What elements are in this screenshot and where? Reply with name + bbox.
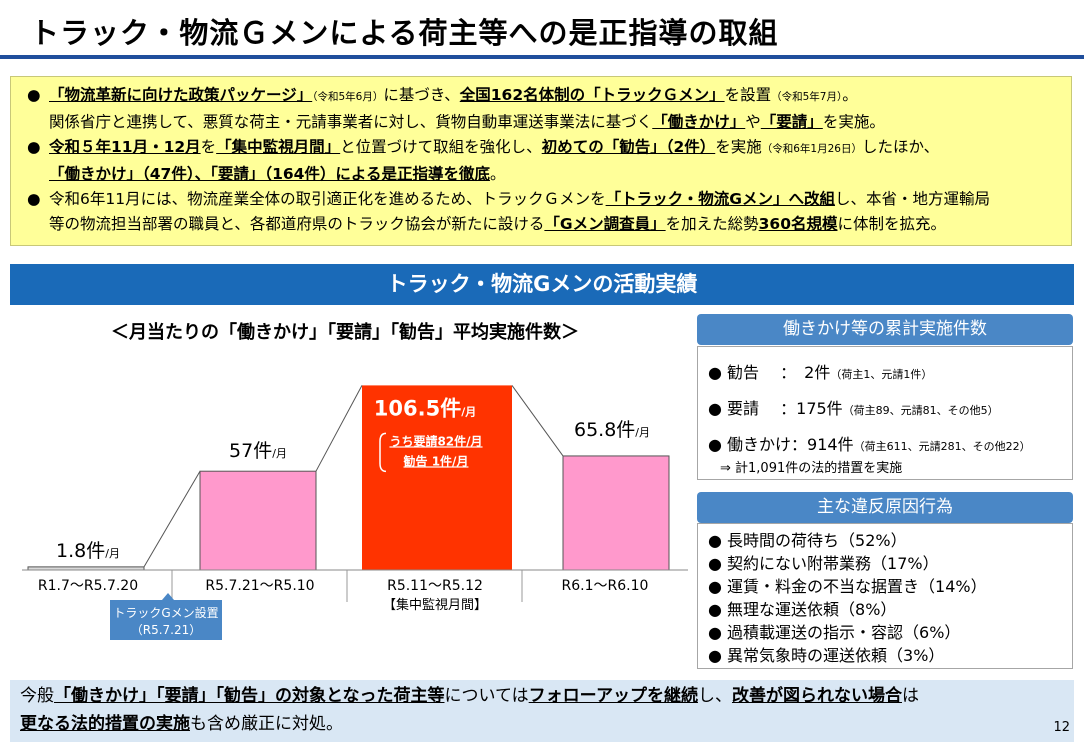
text-segment: 「物流革新に向けた政策パッケージ」 bbox=[49, 86, 313, 104]
text-segment: 令和５年11月・12月 bbox=[49, 138, 201, 156]
text-segment: と位置づけて取組を強化し、 bbox=[340, 138, 542, 156]
notice-line-4: 「働きかけ」（47件）、「要請」（164件）による是正指導を徹底。 bbox=[25, 162, 1061, 187]
reason-item: ● 過積載運送の指示・容認（6%） bbox=[708, 623, 961, 642]
text-segment: 「トラック・物流Gメン」へ改組 bbox=[605, 190, 836, 208]
text-segment: 。 bbox=[842, 86, 858, 104]
text-segment: （令和6年1月26日） bbox=[761, 143, 862, 155]
reasons-panel-header: 主な違反原因行為 bbox=[697, 492, 1073, 523]
value-label: 1.8件/月 bbox=[56, 540, 120, 562]
annotation-box bbox=[110, 600, 222, 640]
connector-line bbox=[511, 385, 564, 457]
bullet: ● bbox=[27, 190, 41, 208]
text-segment: 初めての「勧告」（2件） bbox=[541, 138, 716, 156]
text-segment: フォローアップを継続 bbox=[528, 686, 698, 706]
summary-row-kankoku: ● 勧告 ： 2件（荷主1、元請1件） bbox=[708, 363, 933, 382]
notice-box: ● 「物流革新に向けた政策パッケージ」（令和5年6月）に基づき、全国162名体制の… bbox=[10, 76, 1072, 246]
text-segment: したほか、 bbox=[861, 138, 940, 156]
text-segment: 「要請」 bbox=[760, 113, 823, 131]
text-segment: については bbox=[444, 686, 529, 706]
text-segment: 今般 bbox=[20, 686, 54, 706]
bar bbox=[199, 470, 317, 571]
value-label: 65.8件/月 bbox=[574, 419, 650, 441]
summary-total: ⇒ 計1,091件の法的措置を実施 bbox=[720, 461, 903, 476]
reason-item: ● 長時間の荷待ち（52%） bbox=[708, 531, 907, 550]
title-rule bbox=[0, 55, 1084, 59]
text-segment: 「働きかけ」（47件）、「要請」（164件）による是正指導を徹底 bbox=[49, 165, 490, 183]
bullet: ● bbox=[27, 138, 41, 156]
text-segment: に基づき、 bbox=[383, 86, 460, 104]
footer-line-2: 更なる法的措置の実施も含め厳正に対処。 bbox=[20, 710, 1064, 738]
text-segment: 等の物流担当部署の職員と、各都道府県のトラック協会が新たに設ける bbox=[49, 215, 545, 233]
summary-panel: ● 勧告 ： 2件（荷主1、元請1件） ● 要請 ：175件（荷主89、元請81… bbox=[697, 346, 1073, 480]
notice-line-3: ● 令和５年11月・12月を「集中監視月間」と位置づけて取組を強化し、初めての「勧… bbox=[25, 135, 1061, 162]
reason-item: ● 契約にない附帯業務（17%） bbox=[708, 554, 939, 573]
bar bbox=[562, 455, 670, 571]
notice-line-5: ● 令和6年11月には、物流産業全体の取引適正化を進めるため、トラックＧメンを「ト… bbox=[25, 187, 1061, 212]
text-segment: を設置 bbox=[724, 86, 772, 104]
summary-panel-header: 働きかけ等の累計実施件数 bbox=[697, 314, 1073, 345]
text-segment: を実施。 bbox=[822, 113, 885, 131]
text-segment: 全国162名体制の「トラックＧメン」 bbox=[459, 86, 725, 104]
highlight-line: うち要請82件/月 bbox=[389, 433, 482, 448]
text-segment: （令和5年7月） bbox=[771, 91, 843, 103]
reason-item: ● 無理な運送依頼（8%） bbox=[708, 600, 897, 619]
summary-row-yousei: ● 要請 ：175件（荷主89、元請81、その他5） bbox=[708, 399, 999, 418]
text-segment: し、本省・地方運輸局 bbox=[835, 190, 991, 208]
annotation-pointer bbox=[162, 593, 174, 600]
reasons-panel: ● 長時間の荷待ち（52%） ● 契約にない附帯業務（17%） ● 運賃・料金の… bbox=[697, 523, 1073, 669]
value-label: 57件/月 bbox=[229, 440, 287, 462]
page-number: 12 bbox=[1053, 720, 1070, 735]
footer-box: 今般「働きかけ」「要請」「勧告」の対象となった荷主等についてはフォローアップを継… bbox=[10, 680, 1074, 742]
category-sublabel: 【集中監視月間】 bbox=[383, 597, 487, 613]
text-segment: 改善が図られない場合 bbox=[731, 686, 902, 706]
notice-line-1: ● 「物流革新に向けた政策パッケージ」（令和5年6月）に基づき、全国162名体制の… bbox=[25, 83, 1061, 110]
text-segment: に体制を拡充。 bbox=[837, 215, 947, 233]
unit-suffix: /月 bbox=[105, 547, 120, 560]
bar bbox=[362, 385, 512, 570]
notice-line-2: 関係省庁と連携して、悪質な荷主・元請事業者に対し、貨物自動車運送事業法に基づく「… bbox=[25, 110, 1061, 135]
annotation-text: （R5.7.21） bbox=[131, 623, 202, 637]
text-segment: や bbox=[745, 113, 761, 131]
highlight-line: 勧告 1件/月 bbox=[404, 453, 469, 468]
annotation-text: トラックGメン設置 bbox=[113, 605, 218, 620]
text-segment: を bbox=[200, 138, 217, 156]
footer-line-1: 今般「働きかけ」「要請」「勧告」の対象となった荷主等についてはフォローアップを継… bbox=[20, 682, 1064, 710]
reason-item: ● 異常気象時の運送依頼（3%） bbox=[708, 646, 945, 665]
text-segment: を加えた総勢 bbox=[665, 215, 759, 233]
unit-suffix: /月 bbox=[635, 426, 650, 439]
unit-suffix: /月 bbox=[272, 447, 287, 460]
section-header: トラック・物流Gメンの活動実績 bbox=[10, 264, 1074, 305]
text-segment: 「働きかけ」「要請」「勧告」の対象となった荷主等 bbox=[54, 686, 445, 706]
text-segment: し、 bbox=[697, 686, 732, 706]
brace bbox=[379, 432, 387, 473]
bullet: ● bbox=[27, 86, 41, 104]
text-segment: 「集中監視月間」 bbox=[216, 138, 341, 156]
text-segment: 「Gメン調査員」 bbox=[544, 215, 666, 233]
text-segment: 。 bbox=[489, 165, 506, 183]
text-segment: 360名規模 bbox=[758, 215, 838, 233]
page-title: トラック・物流Ｇメンによる荷主等への是正指導の取組 bbox=[30, 16, 779, 50]
text-segment: 関係省庁と連携して、悪質な荷主・元請事業者に対し、貨物自動車運送事業法に基づく bbox=[49, 113, 653, 131]
connector-line bbox=[315, 385, 363, 472]
text-segment: 更なる法的措置の実施 bbox=[20, 714, 190, 734]
summary-row-hatarakikake: ● 働きかけ：914件（荷主611、元請281、その他22） bbox=[708, 435, 1031, 454]
chart-title: ＜月当たりの「働きかけ」「要請」「勧告」平均実施件数＞ bbox=[111, 322, 579, 343]
category-label: R6.1～R6.10 bbox=[562, 578, 649, 594]
text-segment: （令和5年6月） bbox=[312, 91, 384, 103]
text-segment: 「働きかけ」 bbox=[652, 113, 746, 131]
text-segment: を実施 bbox=[715, 138, 762, 156]
category-label: R5.11～R5.12 bbox=[387, 578, 483, 594]
reason-item: ● 運賃・料金の不当な据置き（14%） bbox=[708, 577, 987, 596]
category-label: R1.7～R5.7.20 bbox=[38, 578, 138, 594]
text-segment: 令和6年11月には、物流産業全体の取引適正化を進めるため、トラックＧメンを bbox=[49, 190, 606, 208]
notice-line-6: 等の物流担当部署の職員と、各都道府県のトラック協会が新たに設ける「Gメン調査員」… bbox=[25, 212, 1061, 237]
connector-line bbox=[143, 470, 201, 568]
text-segment: は bbox=[901, 686, 919, 706]
unit-suffix: /月 bbox=[461, 405, 476, 418]
value-label: 106.5件/月 bbox=[374, 396, 476, 420]
category-label: R5.7.21～R5.10 bbox=[205, 578, 314, 594]
text-segment: も含め厳正に対処。 bbox=[190, 714, 343, 734]
